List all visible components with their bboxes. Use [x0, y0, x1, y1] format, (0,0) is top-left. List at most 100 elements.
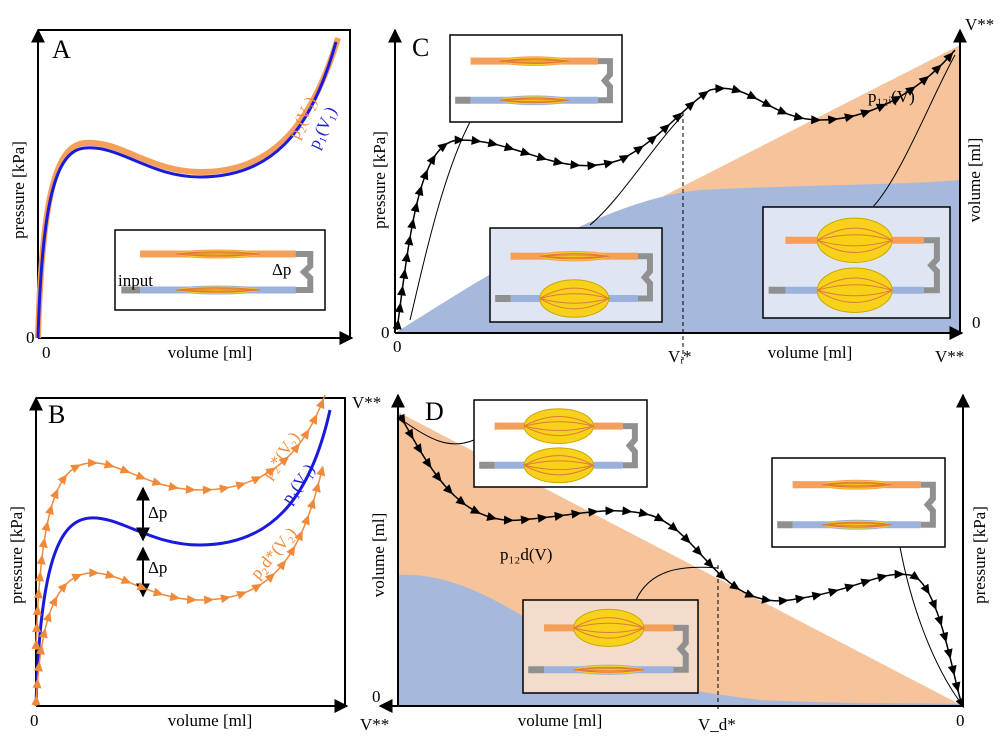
- arrowhead: [220, 594, 231, 604]
- panel-a: A pressure [kPa] volume [ml] 0 0 p₂(V₂) …: [9, 28, 354, 362]
- fibers: [499, 58, 569, 64]
- arrowhead: [552, 157, 564, 166]
- arrowhead: [939, 631, 949, 643]
- arrowhead: [844, 583, 856, 593]
- arrowhead: [618, 154, 630, 164]
- arrowhead: [316, 465, 326, 477]
- arrowhead: [264, 572, 276, 583]
- arrowhead: [761, 98, 773, 108]
- fibers: [816, 277, 894, 303]
- arrowhead: [294, 530, 303, 542]
- end-cap: [785, 236, 793, 244]
- marker-label: V_d*: [698, 715, 736, 734]
- arrowhead: [36, 554, 46, 565]
- arrowhead: [431, 471, 442, 482]
- actuator: [816, 267, 893, 313]
- actuator: [175, 249, 261, 259]
- arrowhead: [934, 615, 943, 627]
- arrowhead: [422, 457, 432, 469]
- bottom-left-label: V**: [360, 715, 389, 734]
- arrowhead: [672, 112, 683, 123]
- fibers: [175, 287, 260, 293]
- arrowhead: [622, 506, 633, 516]
- right-axis-label: volume [ml]: [965, 138, 984, 223]
- arrowhead: [454, 135, 465, 145]
- arrowhead: [653, 512, 665, 522]
- input-label: input: [118, 271, 153, 290]
- arrowhead: [667, 521, 679, 532]
- arrowhead: [35, 571, 45, 582]
- arrowhead: [486, 512, 498, 521]
- arrowhead: [250, 476, 262, 485]
- actuator: [821, 519, 892, 530]
- arrowhead: [746, 90, 758, 100]
- arrowhead: [875, 103, 887, 113]
- arrowhead: [455, 495, 467, 506]
- arrowhead: [603, 159, 615, 169]
- inset-box: [114, 229, 326, 311]
- leader-lines: [401, 419, 961, 703]
- arrowhead: [909, 570, 921, 581]
- arrowhead: [236, 590, 248, 600]
- bottom-right-label: V**: [935, 347, 964, 366]
- arrowhead: [399, 268, 409, 280]
- arrowhead: [203, 595, 215, 605]
- arrowhead: [905, 86, 916, 96]
- arrowhead: [828, 588, 839, 597]
- right-axis-label: pressure [kPa]: [970, 506, 989, 604]
- fibers: [573, 666, 644, 673]
- arrowhead: [692, 545, 703, 556]
- actuator: [499, 95, 570, 106]
- arrowhead: [301, 514, 310, 526]
- fibers: [523, 416, 595, 437]
- actuator: [573, 608, 645, 648]
- curve-p2-star: [35, 394, 326, 651]
- arrowhead: [104, 570, 116, 579]
- curve-label: p₁₂ᵢ(V): [868, 87, 915, 106]
- arrowhead: [31, 639, 41, 650]
- arrowhead: [38, 627, 48, 639]
- end-cap: [777, 521, 793, 529]
- arrowhead: [778, 596, 789, 606]
- y-origin: 0: [26, 328, 35, 347]
- y-axis-label: pressure [kPa]: [9, 141, 28, 239]
- end-cap: [768, 286, 786, 294]
- arrowhead: [57, 582, 68, 593]
- arrowhead: [414, 185, 424, 197]
- curve-label: p₁(V₁): [278, 460, 319, 507]
- arrowhead: [503, 142, 515, 152]
- arrowhead: [396, 413, 406, 425]
- arrowhead: [300, 428, 310, 440]
- arrowhead: [41, 520, 51, 532]
- curve-p2d-star: [35, 469, 323, 707]
- x-axis-label: volume [ml]: [518, 711, 603, 730]
- right-origin: 0: [972, 313, 981, 332]
- arrowhead: [311, 481, 321, 493]
- connector: [637, 253, 653, 302]
- top-left-label: V**: [352, 393, 381, 412]
- end-cap: [121, 286, 141, 294]
- end-cap: [528, 666, 544, 674]
- x-axis-label: volume [ml]: [768, 343, 853, 362]
- fibers: [816, 227, 894, 254]
- arrowhead: [404, 234, 414, 246]
- panel-label: C: [412, 33, 429, 62]
- curve-p1: [36, 41, 338, 339]
- arrowhead: [860, 109, 872, 119]
- arrowhead: [397, 285, 406, 296]
- fibers: [573, 617, 646, 639]
- x-origin: 0: [393, 337, 402, 356]
- fibers: [175, 251, 260, 257]
- arrowhead: [120, 575, 132, 584]
- arrowhead: [744, 589, 756, 598]
- arrowhead: [703, 557, 714, 569]
- actuator: [499, 56, 570, 66]
- arrowhead: [793, 112, 805, 121]
- arrowhead: [32, 622, 42, 633]
- inset: [473, 399, 946, 694]
- arrowhead: [33, 588, 43, 599]
- arrowhead: [276, 559, 287, 571]
- left-origin: 0: [372, 687, 381, 706]
- arrowhead: [928, 599, 937, 611]
- arrowhead: [35, 644, 45, 655]
